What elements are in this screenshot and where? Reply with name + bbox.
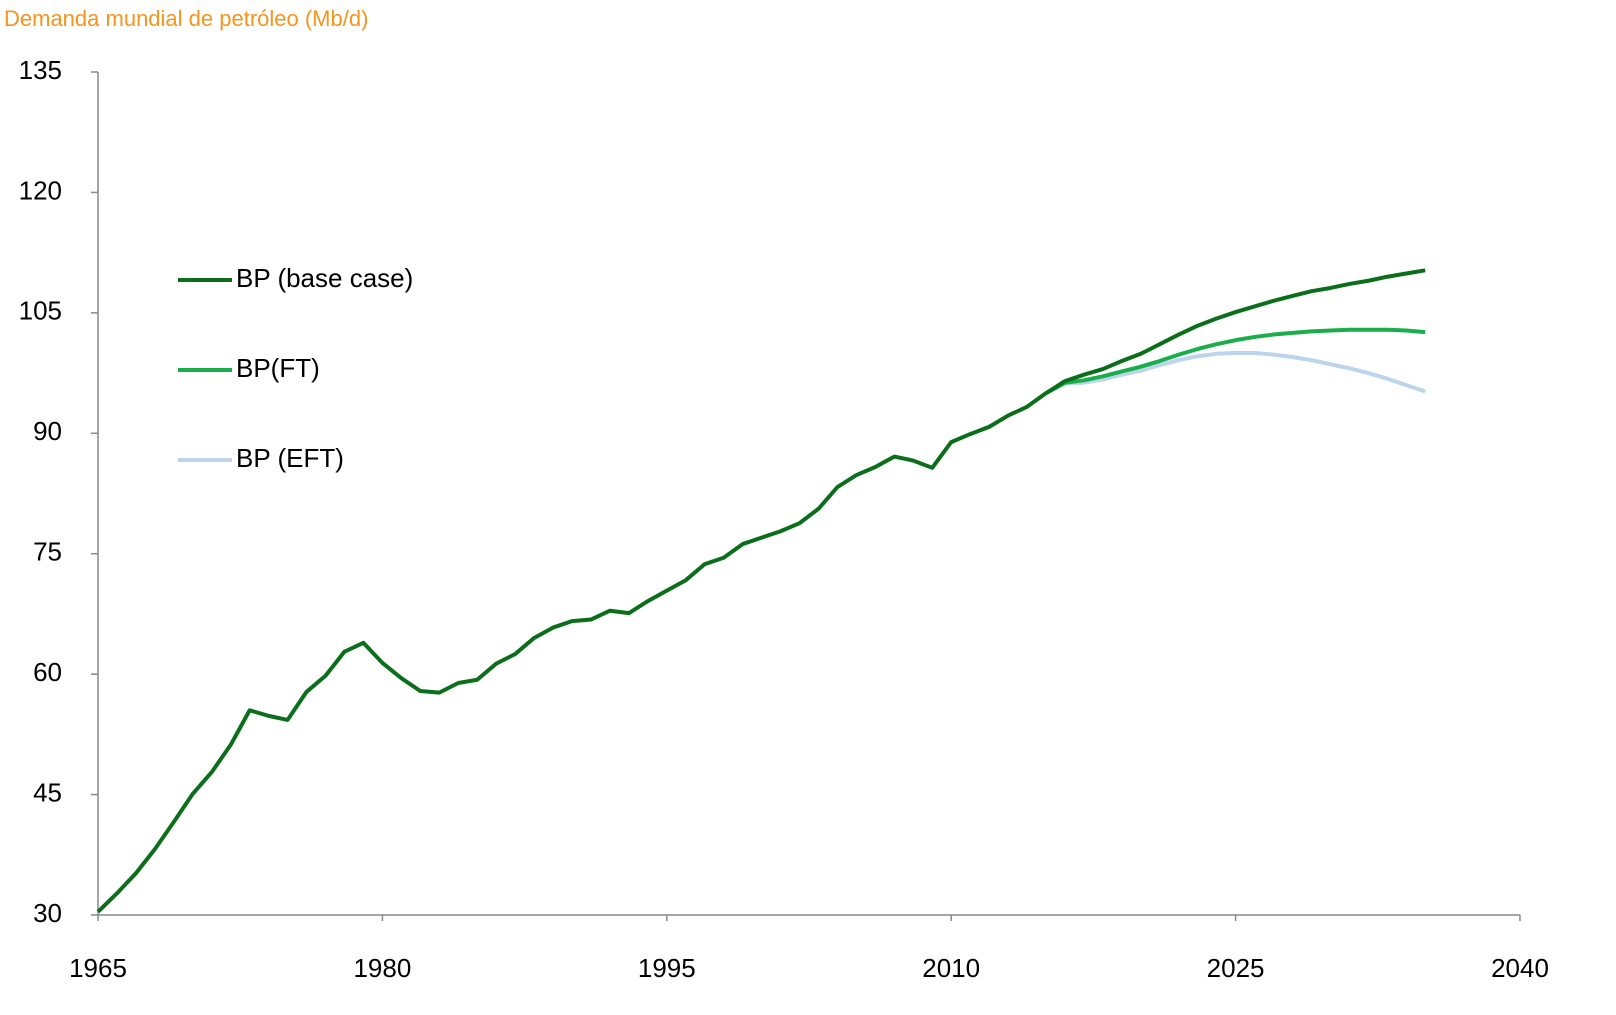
chart-title: Demanda mundial de petróleo (Mb/d): [4, 6, 368, 31]
x-tick-label: 1965: [69, 953, 127, 983]
y-tick-label: 75: [33, 537, 62, 567]
y-tick-label: 135: [19, 55, 62, 85]
y-tick-label: 90: [33, 416, 62, 446]
x-tick-label: 1995: [638, 953, 696, 983]
legend-label: BP (base case): [236, 263, 413, 293]
x-tick-label: 2025: [1207, 953, 1265, 983]
y-tick-label: 45: [33, 777, 62, 807]
y-tick-label: 105: [19, 296, 62, 326]
legend-label: BP (EFT): [236, 443, 344, 473]
series-line: [1045, 327, 1426, 395]
y-tick-label: 30: [33, 898, 62, 928]
series-line: [96, 268, 1426, 914]
series-line: [1045, 351, 1426, 395]
x-tick-label: 1980: [353, 953, 411, 983]
y-tick-label: 120: [19, 175, 62, 205]
y-tick-label: 60: [33, 657, 62, 687]
legend-label: BP(FT): [236, 353, 320, 383]
x-tick-label: 2010: [922, 953, 980, 983]
x-tick-label: 2040: [1491, 953, 1549, 983]
